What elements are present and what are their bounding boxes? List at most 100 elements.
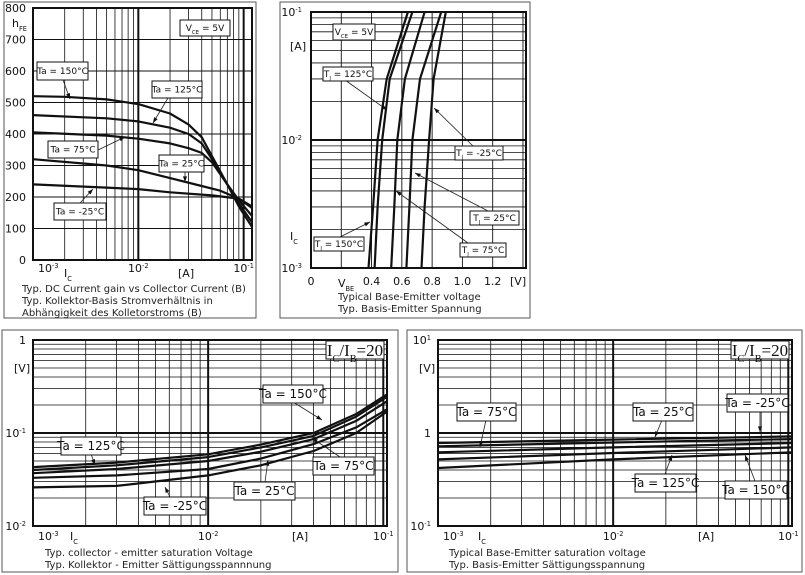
series-label: Ta = 25°C — [632, 405, 693, 419]
text-part: 1.2 — [484, 275, 502, 288]
series-line-1 — [32, 393, 388, 469]
caption-line: Typ. DC Current gain vs Collector Curren… — [21, 284, 246, 295]
series-label: Ta = 75°C — [455, 405, 516, 419]
annotation-box — [724, 480, 788, 500]
annotation-box — [262, 384, 324, 404]
text-part: -3 — [457, 530, 464, 538]
text-part: I — [70, 530, 73, 543]
series-line-4 — [437, 446, 793, 461]
x-axis-unit: [A] — [698, 530, 714, 543]
series-label: TJ = 25°C — [472, 214, 516, 226]
series-label: TJ = 75°C — [461, 246, 505, 258]
series-line-5 — [437, 451, 793, 470]
series-line-3 — [437, 441, 793, 454]
text-part: Ta = 150°C — [36, 67, 88, 77]
series-line-2 — [373, 11, 414, 269]
text-part: -1 — [387, 530, 394, 538]
y-tick-label: 10-2 — [281, 134, 302, 147]
text-part: 1.0 — [454, 275, 472, 288]
text-part: C — [73, 538, 78, 546]
x-tick-label: 10-3 — [38, 530, 59, 543]
text-part: 10 — [281, 6, 295, 19]
text-part: 10 — [410, 520, 424, 533]
text-part: = 75°C — [469, 246, 505, 256]
text-part: [A] — [178, 267, 194, 280]
annotation-box — [454, 145, 504, 161]
x-axis-unit: [A] — [292, 530, 308, 543]
x-axis-unit: [V] — [510, 275, 526, 288]
text-part: -2 — [295, 134, 302, 142]
annotation-box — [322, 66, 374, 82]
y-tick-label: 200 — [5, 191, 26, 204]
caption-line: Typ. Kollektor-Basis Stromverhältnis in — [21, 296, 213, 307]
y-tick-label: 0 — [19, 254, 26, 267]
plot-border — [32, 339, 388, 527]
series-line-3 — [32, 400, 388, 475]
text-part: CE — [341, 34, 349, 40]
series-label: Ta = 125°C — [151, 86, 203, 96]
text-part: =20 — [762, 341, 789, 360]
text-part: BE — [346, 285, 355, 293]
text-part: 10 — [603, 530, 617, 543]
text-part: 700 — [5, 34, 26, 47]
series-label: TJ = 150°C — [314, 240, 363, 252]
text-part: C — [67, 275, 72, 283]
text-part: = 150°C — [322, 240, 363, 250]
text-part: /I — [744, 341, 755, 360]
y-tick-label: 10-1 — [410, 520, 431, 533]
annotation-box — [151, 80, 203, 99]
condition-box — [332, 23, 376, 41]
arrowhead-icon — [757, 426, 763, 432]
text-part: 0 — [19, 254, 26, 267]
text-part: J — [319, 246, 322, 252]
y-tick-label: 700 — [5, 34, 26, 47]
text-part: I — [732, 341, 738, 360]
text-part: h — [12, 17, 19, 30]
arrowhead-icon — [119, 137, 125, 142]
text-part: Typical Base-Emitter voltage — [337, 292, 481, 303]
text-part: 500 — [5, 97, 26, 110]
arrowhead-icon — [66, 93, 70, 99]
annotation-box — [313, 236, 365, 252]
text-part: 0.6 — [393, 275, 411, 288]
y-tick-label: 300 — [5, 160, 26, 173]
text-part: C — [333, 354, 340, 365]
x-tick-label: 0.8 — [423, 275, 441, 288]
arrowhead-icon — [316, 415, 322, 420]
annotation-arrow — [311, 437, 341, 458]
annotation-arrow — [344, 79, 388, 111]
annotation-box — [459, 242, 507, 258]
arrowhead-icon — [153, 117, 158, 123]
text-part: B — [755, 354, 762, 365]
text-part: Ta = 75°C — [312, 459, 373, 473]
ratio-box — [730, 340, 790, 360]
text-part: I — [327, 341, 333, 360]
text-part: 10 — [38, 262, 52, 275]
series-line-2 — [437, 438, 793, 448]
text-part: Ta = 75°C — [455, 405, 516, 419]
y-axis-unit: [V] — [419, 362, 435, 375]
text-part: Typical Base-Emitter saturation voltage — [448, 548, 646, 559]
text-part: 400 — [5, 128, 26, 141]
annotation-box — [726, 393, 789, 413]
text-part: 100 — [5, 223, 26, 236]
text-part: Abhängigkeit des Kolletorstroms (B) — [22, 308, 202, 319]
series-label: Ta = 125°C — [631, 476, 700, 490]
grid — [310, 11, 526, 269]
annotation-box — [47, 140, 99, 159]
series-line-5 — [32, 183, 253, 208]
series-line-4 — [32, 408, 388, 479]
arrowhead-icon — [745, 455, 749, 461]
x-tick-label: 10-1 — [233, 262, 254, 275]
text-part: 10 — [281, 134, 295, 147]
y-tick-label: 500 — [5, 97, 26, 110]
arrowhead-icon — [415, 173, 421, 178]
caption-line: Typical Base-Emitter voltage — [337, 292, 481, 303]
text-part: C — [481, 538, 486, 546]
x-tick-label: 10-1 — [778, 530, 799, 543]
series-line-1 — [367, 11, 409, 269]
series-label: Ta = 25°C — [158, 160, 204, 170]
text-part: [V] — [510, 275, 526, 288]
text-part: Ta = 125°C — [631, 476, 700, 490]
ratio-box — [325, 340, 385, 360]
